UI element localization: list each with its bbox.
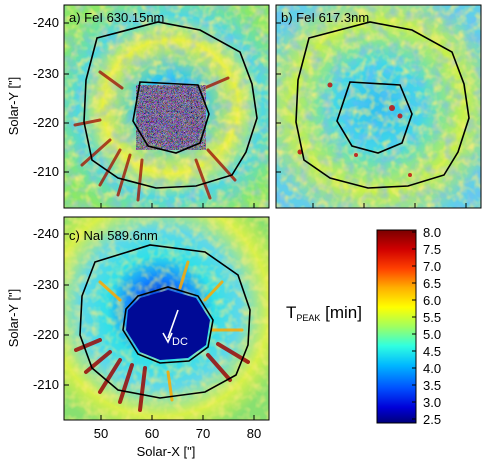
x-tick-label: 60 — [145, 426, 159, 441]
x-tick-label: 50 — [94, 426, 108, 441]
y-tick-label: -220 — [33, 115, 59, 130]
y-tick-label: -230 — [33, 66, 59, 81]
dc-annotation: DC — [172, 336, 188, 348]
y-tick-label: -240 — [33, 226, 59, 241]
panel-b-umbra-contour — [336, 81, 413, 154]
panel-c-frame — [63, 216, 270, 421]
colorbar-label: TPEAK [min] — [286, 303, 362, 323]
y-tick-label: -230 — [33, 277, 59, 292]
x-tick-label: 70 — [196, 426, 210, 441]
panel-b-penumbra-contour — [295, 21, 470, 189]
panel-b: b) FeI 617.3nm — [275, 4, 482, 209]
y-axis-label-bottom: Solar-Y ["] — [6, 289, 21, 348]
y-axis-label-top: Solar-Y ["] — [6, 77, 21, 136]
colorbar-scale — [376, 229, 417, 424]
colorbar-tick-label: 3.0 — [423, 395, 441, 410]
y-tick-label: -220 — [33, 327, 59, 342]
dc-arrow-head — [162, 332, 173, 344]
panel-a-penumbra-streaks — [73, 70, 237, 202]
panel-b-frame — [275, 4, 482, 209]
colorbar-tick-label: 3.5 — [423, 378, 441, 393]
colorbar-label-main: T — [286, 303, 296, 322]
colorbar-tick-label: 2.5 — [423, 412, 441, 427]
panel-c-label: c) NaI 589.6nm — [69, 228, 158, 243]
colorbar-tick-label: 8.0 — [423, 225, 441, 240]
colorbar-label-unit: [min] — [320, 303, 362, 322]
panel-a-penumbra-contour — [83, 21, 258, 189]
colorbar-tick-label: 4.5 — [423, 344, 441, 359]
panel-c-penumbra-contour — [79, 244, 251, 399]
x-axis: 50 60 70 80 Solar-X ["] — [94, 203, 467, 459]
colorbar-tick-label: 5.5 — [423, 310, 441, 325]
panel-c-umbra-contour — [122, 286, 214, 364]
y-axis-bottom: -240 -230 -220 -210 Solar-Y ["] — [6, 226, 69, 392]
colorbar-tick-label: 4.0 — [423, 361, 441, 376]
panel-b-hotspots — [297, 82, 412, 177]
panel-a-label: a) FeI 630.15nm — [69, 10, 164, 25]
panel-b-label: b) FeI 617.3nm — [281, 10, 369, 25]
y-tick-label: -210 — [33, 377, 59, 392]
y-tick-label: -210 — [33, 164, 59, 179]
colorbar-tick-label: 7.5 — [423, 242, 441, 257]
colorbar-tick-label: 5.0 — [423, 327, 441, 342]
dc-arrow — [167, 309, 179, 339]
colorbar-tick-label: 6.5 — [423, 276, 441, 291]
panel-a-umbra-contour — [132, 81, 210, 154]
y-axis-top: -240 -230 -220 -210 Solar-Y ["] — [6, 15, 281, 179]
colorbar-label-sub: PEAK — [296, 313, 320, 323]
panel-a: a) FeI 630.15nm — [63, 4, 270, 209]
x-axis-label: Solar-X ["] — [137, 444, 196, 459]
colorbar: 8.0 7.5 7.0 6.5 6.0 5.5 5.0 4.5 4.0 3.5 … — [286, 225, 441, 427]
panel-a-frame — [63, 4, 270, 209]
x-tick-label: 80 — [247, 426, 261, 441]
colorbar-tick-label: 6.0 — [423, 293, 441, 308]
colorbar-tick-label: 7.0 — [423, 259, 441, 274]
y-tick-label: -240 — [33, 15, 59, 30]
panel-c-penumbra-streaks — [74, 260, 250, 412]
panel-c-umbra — [126, 290, 210, 360]
panel-c: DC c) NaI 589.6nm — [63, 216, 270, 421]
panel-a-umbra-noise — [136, 85, 206, 150]
colorbar-ticks — [412, 231, 416, 420]
